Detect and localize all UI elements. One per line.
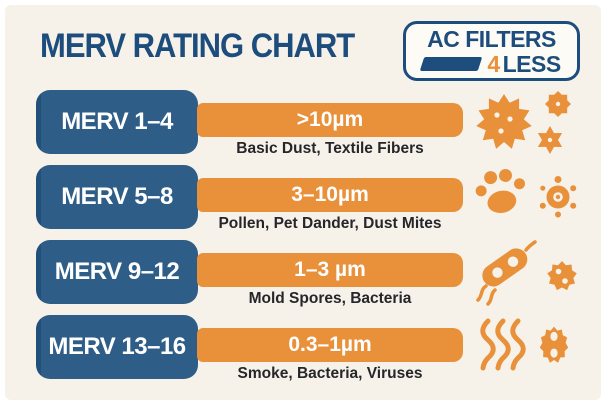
particle-size-bar: 1–3 µm	[197, 253, 463, 287]
merv-range-label: MERV 9–12	[54, 258, 180, 285]
paw-print-icon	[475, 168, 526, 213]
pollen-icon	[539, 176, 577, 218]
virus-icon	[547, 261, 577, 291]
logo-text-less: LESS	[502, 50, 562, 77]
merv-range-badge: MERV 1–4	[36, 90, 198, 154]
page-title: MERV RATING CHART	[40, 26, 355, 65]
merv-row-5-8: MERV 5–8 3–10µm Pollen, Pet Dander, Dust…	[0, 165, 606, 232]
brand-logo: AC FILTERS 4 LESS	[403, 21, 580, 81]
air-filter-icon	[420, 57, 483, 71]
particle-size-bar: 0.3–1µm	[197, 328, 463, 362]
bacteria-and-virus-icon	[470, 238, 600, 308]
particle-size-bar: >10µm	[197, 103, 463, 137]
particle-size-bar: 3–10µm	[197, 178, 463, 212]
merv-range-badge: MERV 5–8	[36, 165, 198, 229]
particles-caption: Smoke, Bacteria, Viruses	[237, 365, 423, 382]
dust-particles-icon	[470, 88, 600, 158]
logo-text-ac-filters: AC FILTERS	[427, 25, 556, 52]
particles-caption: Mold Spores, Bacteria	[248, 290, 412, 307]
logo-text-4: 4	[487, 50, 500, 77]
particle-size-label: 1–3 µm	[294, 258, 366, 281]
smoke-icon	[480, 318, 526, 371]
particle-size-label: 0.3–1µm	[288, 333, 372, 356]
merv-range-label: MERV 5–8	[61, 183, 173, 210]
paw-print-and-pollen-icon	[470, 163, 600, 233]
particles-caption: Basic Dust, Textile Fibers	[236, 140, 424, 157]
bacteria-icon	[476, 240, 537, 306]
logo-bottom-row: 4 LESS	[420, 50, 562, 77]
merv-range-badge: MERV 13–16	[36, 315, 198, 379]
merv-row-9-12: MERV 9–12 1–3 µm Mold Spores, Bacteria	[0, 240, 606, 307]
merv-range-badge: MERV 9–12	[36, 240, 198, 304]
merv-range-label: MERV 1–4	[61, 108, 173, 135]
merv-range-label: MERV 13–16	[48, 333, 186, 360]
merv-row-1-4: MERV 1–4 >10µm Basic Dust, Textile Fiber…	[0, 90, 606, 157]
particles-caption: Pollen, Pet Dander, Dust Mites	[218, 215, 442, 232]
particle-size-label: 3–10µm	[291, 183, 369, 206]
smoke-and-virus-icon	[470, 313, 600, 383]
virus-icon	[539, 326, 569, 363]
particle-size-label: >10µm	[296, 108, 364, 131]
merv-row-13-16: MERV 13–16 0.3–1µm Smoke, Bacteria, Viru…	[0, 315, 606, 382]
